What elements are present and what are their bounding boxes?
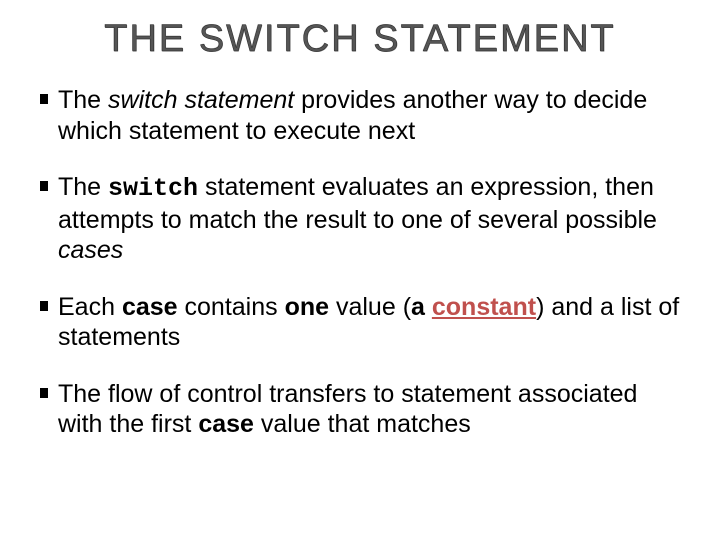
text: Each bbox=[58, 293, 122, 321]
bullet-item: The switch statement evaluates an expres… bbox=[40, 172, 680, 266]
emph-text: switch bbox=[108, 86, 177, 114]
text: value that matches bbox=[254, 410, 471, 438]
text: The bbox=[58, 86, 108, 114]
bullet-item: The flow of control transfers to stateme… bbox=[40, 379, 680, 440]
bullet-item: The switch statement provides another wa… bbox=[40, 85, 680, 146]
bullet-item: Each case contains one value (a constant… bbox=[40, 292, 680, 353]
slide-title: THE SWITCH STATEMENT bbox=[40, 18, 680, 61]
bold-text: a bbox=[411, 293, 432, 321]
constant-text: constant bbox=[432, 293, 536, 321]
bullet-list: The switch statement provides another wa… bbox=[40, 85, 680, 440]
slide: THE SWITCH STATEMENT The switch statemen… bbox=[0, 0, 720, 540]
emph-text: cases bbox=[58, 236, 123, 264]
text: The bbox=[58, 173, 108, 201]
bold-text: case bbox=[198, 410, 254, 438]
bold-text: one bbox=[285, 293, 329, 321]
text: contains bbox=[178, 293, 285, 321]
text: value ( bbox=[329, 293, 411, 321]
bold-text: case bbox=[122, 293, 178, 321]
code-text: switch bbox=[108, 174, 198, 203]
emph-text: statement bbox=[184, 86, 294, 114]
